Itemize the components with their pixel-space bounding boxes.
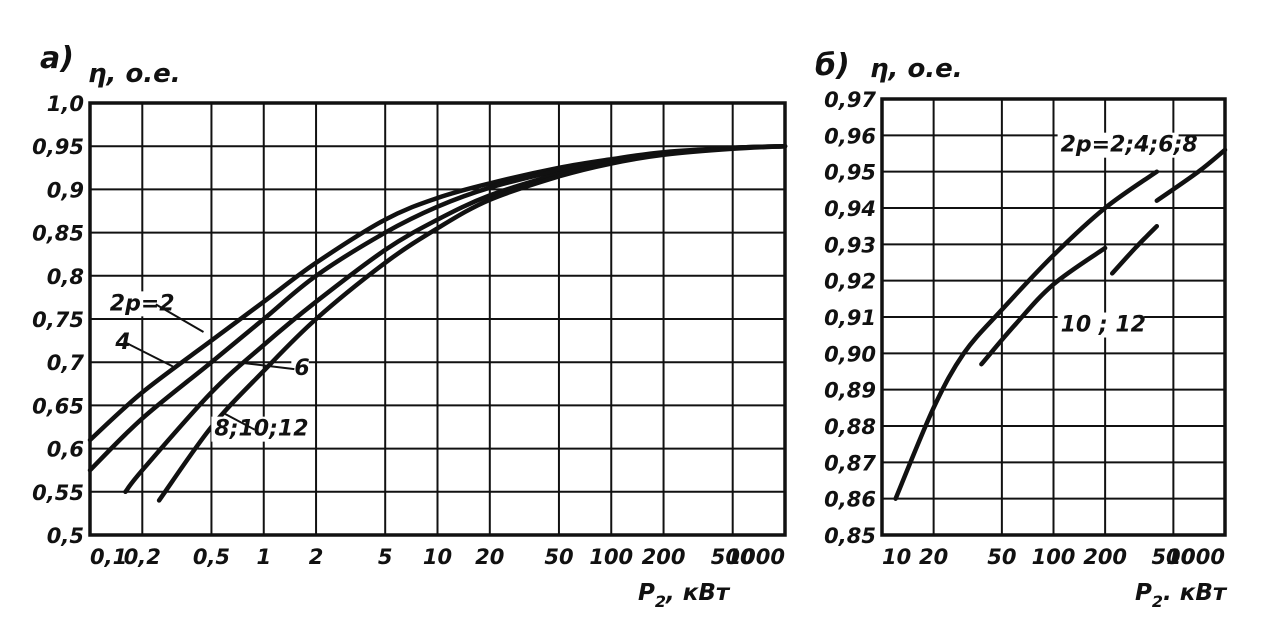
grid-lines	[881, 98, 1226, 536]
x-tick-label: 2	[309, 545, 324, 569]
y-tick-label: 0,97	[824, 88, 876, 112]
y-tick-label: 0,85	[824, 524, 876, 548]
x-axis-label: P2, кВт	[638, 580, 731, 611]
y-tick-label: 0,93	[824, 233, 876, 257]
annotations: 2p=2;4;6;8 10 ; 12	[1057, 132, 1198, 338]
y-axis-label: η, о.е.	[870, 54, 963, 84]
series-annotation: 8;10;12	[214, 417, 308, 442]
annotation-leader	[236, 361, 295, 371]
x-tick-label: 50	[544, 545, 573, 569]
y-tick-label: 0,86	[824, 488, 876, 512]
chart-panel-a: 2p=2 4 6 8;10;12 0,10,2 0,5 1 2 5 10 20 50 100 200 50…	[32, 41, 788, 611]
annotation-backdrop	[112, 330, 130, 356]
y-tick-label: 0,88	[824, 415, 876, 439]
y-tick-label: 0,75	[32, 308, 84, 332]
x-tick-label: 500	[711, 545, 755, 569]
y-tick-label: 0,95	[824, 161, 876, 185]
x-tick-label: 1000	[727, 545, 785, 569]
y-tick-label: 0,90	[824, 342, 876, 366]
series-annotation: 10 ; 12	[1061, 313, 1146, 338]
x-tick-label: 100	[1032, 545, 1076, 569]
y-tick-label: 0,55	[32, 481, 84, 505]
annotation-leader	[224, 413, 256, 431]
y-tick-label: 0,96	[824, 124, 876, 148]
data-curves	[87, 143, 788, 503]
x-tick-label: 200	[1083, 545, 1127, 569]
y-tick-label: 0,65	[32, 394, 84, 418]
x-tick-label: 100	[589, 545, 633, 569]
panel-label: б)	[815, 48, 850, 83]
annotation-backdrop	[1057, 132, 1179, 158]
series-annotation: 2p=2	[110, 291, 175, 316]
y-tick-label: 0,5	[47, 524, 84, 548]
plot-frame	[880, 97, 1227, 537]
x-tick-label: 0,2	[124, 545, 161, 569]
grid-lines	[89, 102, 786, 536]
annotations: 2p=2 4 6 8;10;12	[106, 291, 310, 442]
series-annotation: 6	[294, 356, 309, 381]
data-curves	[893, 147, 1228, 501]
annotation-backdrop	[291, 356, 309, 382]
y-tick-label: 0,94	[824, 197, 876, 221]
x-axis-label: P2. кВт	[1135, 580, 1228, 611]
y-tick-label: 0,6	[47, 438, 84, 462]
annotation-leader	[155, 303, 204, 333]
x-tick-label: 500	[1151, 545, 1195, 569]
x-tick-label: 50	[987, 545, 1016, 569]
y-tick-label: 0,7	[47, 351, 85, 375]
y-tick-label: 0,85	[32, 222, 84, 246]
x-tick-label: 200	[642, 545, 686, 569]
series-line	[156, 143, 788, 503]
y-tick-label: 1,0	[47, 92, 84, 116]
annotation-backdrop	[1057, 312, 1145, 338]
x-tick-label: 0,1	[90, 545, 127, 569]
annotation-leader	[126, 342, 174, 368]
y-axis-label: η, о.е.	[88, 59, 181, 89]
x-tick-label: 1	[256, 545, 271, 569]
series-annotation: 2p=2;4;6;8	[1061, 133, 1198, 158]
annotation-backdrop	[106, 291, 159, 317]
x-tick-label: 20	[475, 545, 504, 569]
y-tick-label: 0,91	[824, 306, 876, 330]
series-line	[1109, 223, 1160, 276]
y-tick-label: 0,92	[824, 270, 876, 294]
series-annotation: 4	[114, 330, 130, 355]
y-tick-label: 0,87	[824, 451, 876, 475]
x-tick-label: 5	[378, 545, 393, 569]
x-tick-label: 20	[919, 545, 948, 569]
y-tick-label: 0,95	[32, 135, 84, 159]
x-tick-label: 10	[882, 545, 911, 569]
panel-label: а)	[40, 41, 74, 76]
plot-frame	[88, 101, 787, 537]
y-tick-label: 0,89	[824, 379, 876, 403]
y-tick-label: 0,9	[47, 178, 84, 202]
x-tick-label: 0,5	[193, 545, 230, 569]
series-line	[893, 169, 1160, 501]
series-line	[979, 245, 1108, 367]
y-tick-label: 0,8	[47, 265, 84, 289]
series-line	[1154, 147, 1228, 203]
x-tick-label: 1000	[1167, 545, 1225, 569]
x-tick-label: 10	[423, 545, 452, 569]
